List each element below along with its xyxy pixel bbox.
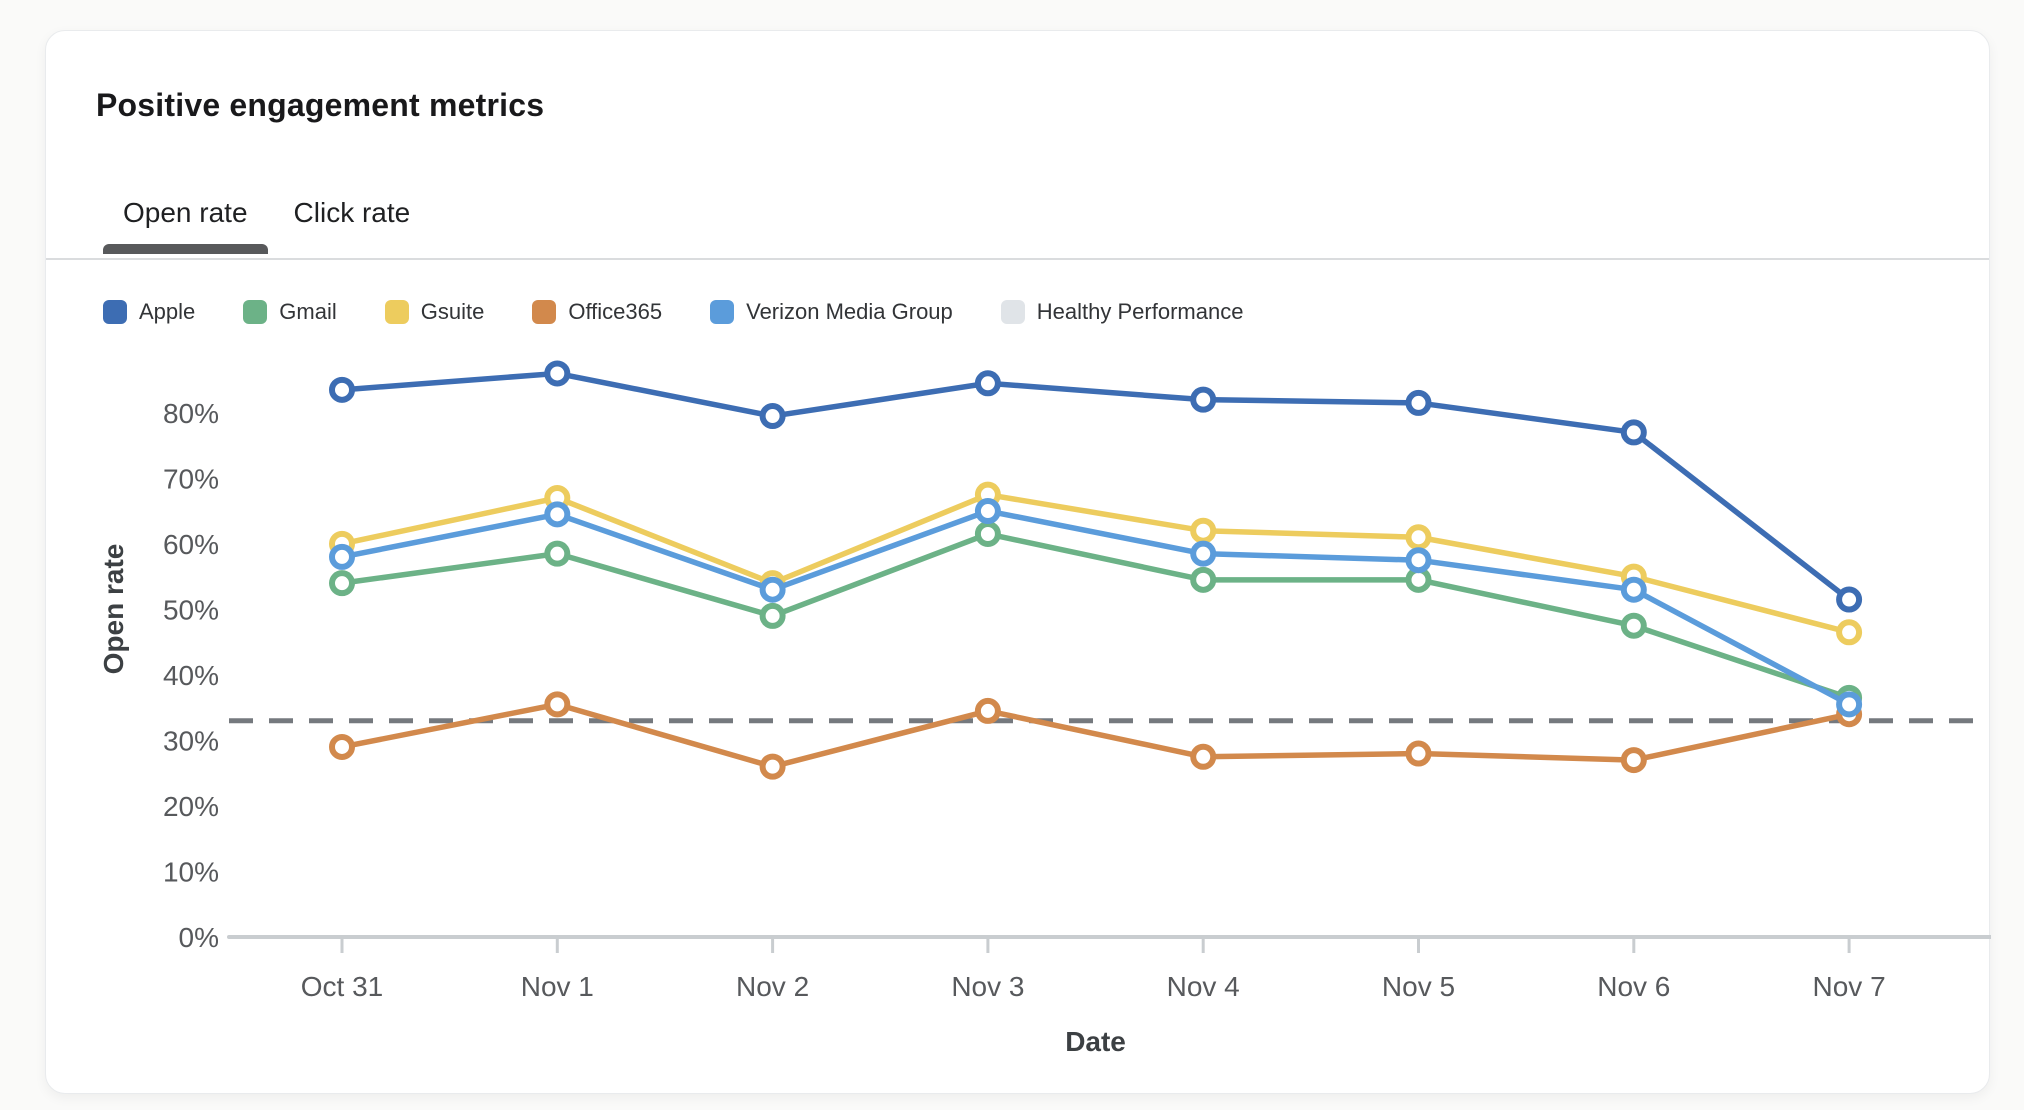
- y-tick-label-10: 10%: [163, 856, 219, 887]
- tab-bar: Open rate Click rate: [103, 197, 436, 254]
- data-point-apple-nov-5[interactable]: [1405, 389, 1432, 416]
- data-point-verizon-media-group-nov-6[interactable]: [1620, 576, 1647, 603]
- chart-legend: Apple Gmail Gsuite Office365 Verizon Media G…: [103, 299, 1243, 325]
- data-point-office365-nov-5[interactable]: [1405, 740, 1432, 767]
- data-point-apple-nov-1[interactable]: [544, 360, 571, 387]
- legend-label-gsuite: Gsuite: [420, 299, 485, 324]
- y-tick-label-50: 50%: [163, 594, 219, 625]
- data-point-gsuite-nov-7[interactable]: [1836, 619, 1863, 646]
- x-tick-label-oct-31: Oct 31: [301, 971, 383, 1002]
- legend-item-gsuite[interactable]: Gsuite: [384, 299, 485, 325]
- x-tick-label-nov-1: Nov 1: [521, 971, 594, 1002]
- legend-label-apple: Apple: [139, 299, 196, 324]
- x-tick-label-nov-2: Nov 2: [736, 971, 809, 1002]
- y-tick-label-60: 60%: [163, 529, 219, 560]
- legend-item-office365[interactable]: Office365: [532, 299, 662, 325]
- legend-label-gmail: Gmail: [279, 299, 337, 324]
- data-point-office365-oct-31[interactable]: [329, 733, 355, 760]
- legend-item-healthy-performance[interactable]: Healthy Performance: [1000, 299, 1244, 325]
- data-point-office365-nov-3[interactable]: [974, 697, 1001, 724]
- legend-swatch-gsuite: [384, 300, 409, 324]
- tabs-divider: [46, 258, 1989, 260]
- series-line-gmail: [339, 531, 1852, 701]
- data-point-office365-nov-1[interactable]: [544, 691, 571, 718]
- x-axis-title: Date: [1065, 1026, 1126, 1057]
- y-tick-label-30: 30%: [163, 725, 219, 756]
- data-point-office365-nov-6[interactable]: [1620, 747, 1647, 774]
- data-point-apple-nov-2[interactable]: [759, 403, 786, 430]
- chart-area: 0% 10% 20% 30% 40% 50% 60% 70% 80% Open rate Oct 3…: [61, 351, 1998, 1071]
- y-tick-label-20: 20%: [163, 791, 219, 822]
- legend-item-apple[interactable]: Apple: [103, 299, 195, 325]
- data-point-office365-nov-4[interactable]: [1190, 743, 1217, 770]
- open-rate-line-chart[interactable]: 0% 10% 20% 30% 40% 50% 60% 70% 80% Open rate Oct 3…: [61, 351, 1998, 1071]
- card-title: Positive engagement metrics: [96, 87, 545, 123]
- y-tick-label-0: 0%: [179, 922, 219, 953]
- legend-label-healthy-performance: Healthy Performance: [1036, 299, 1244, 324]
- active-tab-underline: [103, 244, 268, 254]
- y-tick-label-40: 40%: [163, 660, 219, 691]
- data-point-gmail-nov-2[interactable]: [759, 602, 786, 629]
- data-point-verizon-media-group-nov-7[interactable]: [1836, 691, 1863, 718]
- data-point-apple-nov-3[interactable]: [974, 370, 1001, 397]
- data-point-apple-oct-31[interactable]: [329, 376, 355, 403]
- data-point-gsuite-nov-5[interactable]: [1405, 524, 1432, 551]
- legend-label-office365: Office365: [568, 299, 663, 324]
- data-point-office365-nov-2[interactable]: [759, 753, 786, 780]
- tab-open-rate-label: Open rate: [123, 197, 248, 228]
- legend-swatch-apple: [103, 300, 127, 324]
- data-point-gmail-nov-4[interactable]: [1190, 566, 1217, 593]
- data-point-verizon-media-group-oct-31[interactable]: [329, 543, 355, 570]
- series-line-office365: [339, 701, 1852, 770]
- y-tick-label-80: 80%: [163, 398, 219, 429]
- data-point-verizon-media-group-nov-5[interactable]: [1405, 547, 1432, 574]
- data-point-gmail-nov-1[interactable]: [544, 540, 571, 567]
- legend-item-gmail[interactable]: Gmail: [243, 299, 337, 325]
- y-axis-title: Open rate: [98, 544, 129, 675]
- y-tick-label-70: 70%: [163, 463, 219, 494]
- x-tick-label-nov-5: Nov 5: [1382, 971, 1455, 1002]
- x-tick-label-nov-3: Nov 3: [951, 971, 1024, 1002]
- data-point-gmail-oct-31[interactable]: [329, 570, 355, 597]
- data-point-verizon-media-group-nov-1[interactable]: [544, 501, 571, 528]
- data-point-apple-nov-4[interactable]: [1190, 386, 1217, 413]
- series-line-apple: [339, 370, 1852, 603]
- data-point-apple-nov-6[interactable]: [1620, 419, 1647, 446]
- data-point-gmail-nov-6[interactable]: [1620, 612, 1647, 639]
- data-point-verizon-media-group-nov-4[interactable]: [1190, 540, 1217, 567]
- series-line-gsuite: [339, 491, 1852, 636]
- legend-label-verizon-media-group: Verizon Media Group: [746, 299, 953, 324]
- data-point-verizon-media-group-nov-3[interactable]: [974, 498, 1001, 525]
- data-point-apple-nov-7[interactable]: [1836, 586, 1863, 613]
- tab-click-rate-label: Click rate: [293, 197, 411, 228]
- legend-item-verizon-media-group[interactable]: Verizon Media Group: [710, 299, 953, 325]
- legend-swatch-verizon-media-group: [710, 300, 735, 324]
- legend-swatch-gmail: [243, 300, 268, 324]
- legend-swatch-healthy-performance: [1000, 300, 1025, 324]
- series-line-verizon-media-group: [339, 508, 1852, 708]
- data-point-gsuite-nov-4[interactable]: [1190, 517, 1217, 544]
- tab-click-rate[interactable]: Click rate: [274, 197, 431, 251]
- data-point-verizon-media-group-nov-2[interactable]: [759, 576, 786, 603]
- x-tick-label-nov-7: Nov 7: [1813, 971, 1886, 1002]
- tab-open-rate[interactable]: Open rate: [103, 197, 268, 254]
- legend-swatch-office365: [532, 300, 557, 324]
- x-tick-label-nov-6: Nov 6: [1597, 971, 1670, 1002]
- metrics-card: Positive engagement metrics Open rate Cl…: [45, 30, 1998, 1094]
- data-point-gmail-nov-3[interactable]: [974, 520, 1001, 547]
- x-tick-label-nov-4: Nov 4: [1167, 971, 1240, 1002]
